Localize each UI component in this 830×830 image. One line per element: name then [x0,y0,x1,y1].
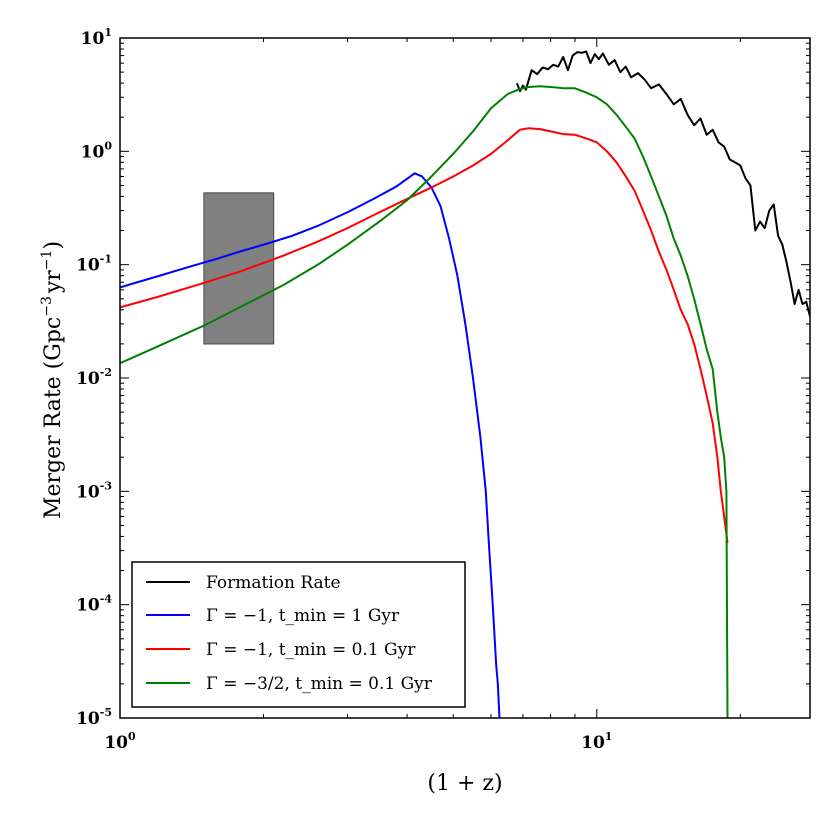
x-tick-label-base: 10 [104,733,128,753]
y-tick-label-exp: 0 [104,139,112,152]
y-tick-label-exp: -5 [100,706,112,719]
x-tick-label-base: 10 [581,733,605,753]
y-axis-label: Merger Rate (Gpc−3yr−1) [39,241,66,519]
y-tick-label: 101 [81,26,112,49]
y-tick-label: 10-4 [76,593,112,616]
x-tick-label: 100 [104,730,136,753]
y-tick-label-base: 10 [76,256,100,276]
x-tick-label-exp: 1 [605,730,613,743]
y-tick-label-base: 10 [81,29,105,49]
y-tick-label: 10-2 [76,366,112,389]
series-line-2 [120,127,729,544]
series-line-0 [516,50,810,317]
legend-entry-tmin-0.1: Γ = −1, t_min = 0.1 Gyr [146,640,416,660]
y-tick-label-exp: -3 [100,479,112,492]
legend-label: Γ = −1, t_min = 0.1 Gyr [206,640,416,660]
y-tick-label: 100 [81,139,113,162]
y-axis-label-end: ) [41,241,66,250]
x-tick-label: 101 [581,730,612,753]
y-tick-label-base: 10 [76,482,100,502]
legend-label: Formation Rate [206,573,341,593]
y-tick-label: 10-1 [76,253,112,276]
legend-entry-gamma-3-2: Γ = −3/2, t_min = 0.1 Gyr [146,674,433,694]
y-tick-label-exp: -2 [100,366,112,379]
y-tick-label-base: 10 [76,369,100,389]
y-tick-label-exp: 1 [104,26,112,39]
y-tick-label-exp: -4 [100,593,113,606]
y-tick-label: 10-3 [76,479,112,502]
y-tick-label-base: 10 [76,709,100,729]
x-tick-label-exp: 0 [128,730,136,743]
series-line-3 [120,85,729,718]
y-axis-label-main: Merger Rate (Gpc [41,317,66,519]
y-axis-label-exp1: −3 [39,296,55,317]
y-tick-label-base: 10 [81,142,105,162]
legend-label: Γ = −1, t_min = 1 Gyr [206,606,400,626]
legend-label: Γ = −3/2, t_min = 0.1 Gyr [206,674,433,694]
x-axis-label: (1 + z) [427,771,502,796]
legend: Formation Rate Γ = −1, t_min = 1 Gyr Γ =… [131,561,466,708]
y-tick-label-exp: -1 [100,253,112,266]
y-tick-label-base: 10 [76,596,100,616]
y-tick-label: 10-5 [76,706,112,729]
y-axis-label-exp2: −1 [39,250,55,271]
legend-entry-tmin-1: Γ = −1, t_min = 1 Gyr [146,606,400,626]
series-layer [120,50,810,718]
legend-entry-formation: Formation Rate [146,573,341,593]
y-axis-label-mid: yr [41,270,66,294]
